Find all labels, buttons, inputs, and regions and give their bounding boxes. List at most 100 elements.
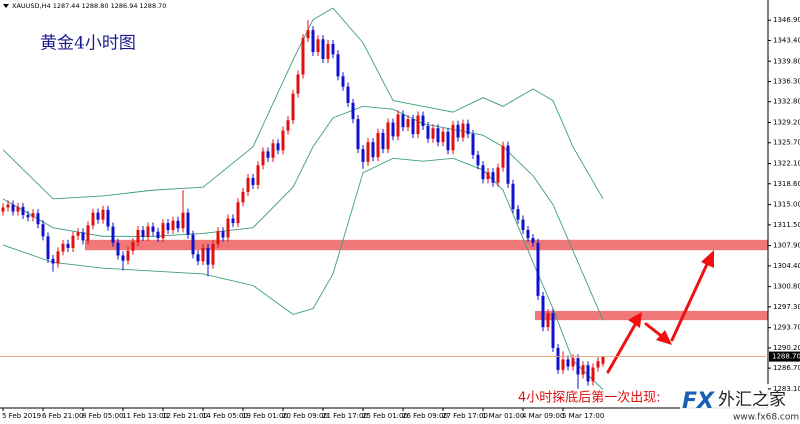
- candle-body: [516, 209, 520, 220]
- candle-body: [81, 232, 85, 241]
- candle-body: [431, 128, 435, 139]
- candle-body: [336, 54, 340, 77]
- candle-body: [566, 359, 570, 367]
- candle-body: [416, 115, 420, 135]
- candle-body: [406, 119, 410, 128]
- candle-body: [86, 225, 90, 241]
- candle-body: [221, 231, 225, 238]
- y-tick-label: 1329.20: [773, 119, 800, 127]
- candles: [1, 20, 605, 389]
- candle-body: [56, 251, 60, 264]
- candle-body: [256, 165, 260, 185]
- candle-body: [206, 247, 210, 265]
- candle-body: [366, 142, 370, 162]
- y-tick-label: 1290.20: [773, 344, 800, 352]
- candle-body: [451, 124, 455, 151]
- arrow: [670, 260, 710, 342]
- candle-body: [401, 114, 405, 128]
- candle-body: [201, 247, 205, 262]
- zone: [85, 239, 768, 251]
- logo-box: [680, 384, 800, 424]
- candle-body: [526, 230, 530, 239]
- candle-body: [76, 232, 80, 236]
- candle-body: [186, 212, 190, 235]
- x-tick-label: 26 Feb 09:00: [402, 412, 448, 420]
- arrow-head: [656, 330, 672, 345]
- candle-body: [51, 258, 55, 264]
- candle-body: [361, 149, 365, 162]
- candle-body: [261, 151, 265, 166]
- candle-body: [486, 172, 490, 180]
- x-tick-label: 4 Mar 09:00: [522, 412, 564, 420]
- candle-body: [556, 347, 560, 370]
- candle-body: [6, 204, 10, 208]
- zone: [535, 310, 768, 321]
- candle-body: [151, 226, 155, 232]
- last-price-box: [769, 351, 800, 362]
- candle-body: [391, 122, 395, 137]
- candle-body: [471, 134, 475, 155]
- candle-body: [241, 191, 245, 203]
- candle-body: [436, 128, 440, 143]
- candle-body: [251, 177, 255, 185]
- bands: [2, 7, 604, 390]
- candle-body: [371, 142, 375, 158]
- candle-body: [396, 114, 400, 137]
- chart-title: 黄金4小时图: [40, 34, 136, 54]
- y-tick-label: 1293.70: [773, 324, 800, 332]
- candle-body: [351, 102, 355, 120]
- candle-body: [411, 119, 415, 135]
- y-tick-label: 1307.90: [773, 242, 800, 250]
- candle-body: [511, 183, 515, 210]
- candle-body: [136, 230, 140, 243]
- candle-body: [156, 231, 160, 239]
- candle-body: [546, 313, 550, 328]
- candle-body: [71, 235, 75, 248]
- candle-body: [426, 125, 430, 139]
- candle-body: [41, 224, 45, 237]
- candle-body: [491, 172, 495, 183]
- candle-body: [461, 123, 465, 138]
- logo-url: www.fx68.com: [733, 413, 799, 423]
- candle-body: [91, 212, 95, 226]
- candle-body: [571, 358, 575, 367]
- band-line: [2, 105, 604, 321]
- candle-body: [246, 177, 250, 192]
- candle-body: [191, 234, 195, 255]
- y-tick-label: 1304.40: [773, 262, 800, 270]
- candle-body: [166, 223, 170, 231]
- last-price-label: 1288.70: [772, 353, 800, 361]
- x-tick-label: 6 Feb 21:00: [42, 412, 83, 420]
- candle-body: [466, 123, 470, 135]
- y-tick-label: 1315.00: [773, 201, 800, 209]
- x-tick-label: 14 Feb 05:00: [202, 412, 248, 420]
- y-tick-label: 1346.90: [773, 16, 800, 24]
- y-tick-label: 1297.30: [773, 303, 800, 311]
- band-line: [2, 7, 604, 200]
- x-tick-label: 12 Feb 21:00: [162, 412, 208, 420]
- candle-body: [506, 145, 510, 184]
- candle-body: [96, 212, 100, 220]
- x-tick-label: 27 Feb 17:00: [442, 412, 488, 420]
- candle-body: [131, 242, 135, 251]
- candle-body: [281, 130, 285, 151]
- band-line: [2, 157, 604, 390]
- annotation: 4小时探底后第一次出现:: [518, 390, 661, 406]
- candle-body: [341, 76, 345, 87]
- candle-body: [271, 143, 275, 158]
- candle-body: [521, 219, 525, 231]
- candle-body: [481, 165, 485, 180]
- candle-body: [66, 243, 70, 248]
- candle-body: [141, 230, 145, 237]
- candle-body: [286, 120, 290, 131]
- candle-body: [26, 214, 30, 218]
- header: XAUUSD,H4 1287.44 1288.80 1286.94 1288.7…: [12, 2, 166, 10]
- candle-body: [501, 145, 505, 168]
- logo-name: 外汇之家: [718, 390, 786, 410]
- candle-body: [46, 236, 50, 259]
- candle-body: [421, 115, 425, 126]
- y-tick-label: 1286.70: [773, 364, 800, 372]
- candle-body: [531, 238, 535, 243]
